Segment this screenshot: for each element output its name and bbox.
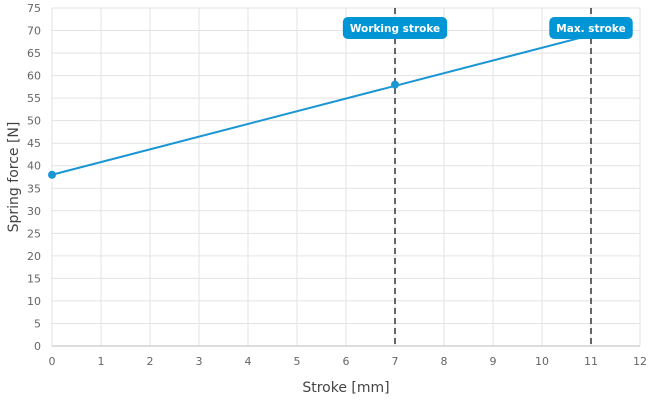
y-tick-label-4: 20 — [27, 250, 41, 263]
y-tick-label-3: 15 — [27, 272, 41, 285]
x-tick-label-0: 0 — [49, 355, 56, 368]
y-tick-label-6: 30 — [27, 205, 41, 218]
x-tick-label-3: 3 — [196, 355, 203, 368]
y-tick-label-15: 75 — [27, 2, 41, 15]
x-tick-label-2: 2 — [147, 355, 154, 368]
series-layer — [48, 34, 592, 179]
x-tick-label-7: 7 — [392, 355, 399, 368]
callout-0: Working stroke — [342, 17, 448, 39]
callout-label-0: Working stroke — [350, 23, 440, 35]
y-tick-label-2: 10 — [27, 295, 41, 308]
data-point-0 — [48, 170, 56, 179]
y-axis-title: Spring force [N] — [6, 122, 22, 233]
callout-label-1: Max. stroke — [556, 23, 625, 35]
x-tick-label-12: 12 — [633, 355, 647, 368]
x-tick-label-8: 8 — [441, 355, 448, 368]
y-tick-label-9: 45 — [27, 137, 41, 150]
x-tick-label-9: 9 — [490, 355, 497, 368]
y-tick-label-5: 25 — [27, 227, 41, 240]
callout-box-0 — [342, 17, 448, 39]
grid-lines — [51, 7, 641, 347]
series-line-0 — [51, 34, 592, 176]
data-point-1 — [391, 80, 399, 89]
callouts: Working stroke Max. stroke — [342, 17, 633, 39]
y-tick-label-1: 5 — [34, 317, 41, 330]
x-tick-label-11: 11 — [584, 355, 598, 368]
reference-lines — [394, 8, 592, 346]
y-tick-labels: 0 5 10 15 20 25 30 35 40 45 50 55 60 65 70 75 — [27, 2, 41, 353]
y-tick-label-7: 35 — [27, 182, 41, 195]
y-tick-label-12: 60 — [27, 70, 41, 83]
callout-box-1 — [549, 17, 633, 39]
y-tick-label-10: 50 — [27, 115, 41, 128]
x-tick-label-5: 5 — [294, 355, 301, 368]
callout-1: Max. stroke — [549, 17, 633, 39]
y-tick-label-0: 0 — [34, 340, 41, 353]
y-tick-label-11: 55 — [27, 92, 41, 105]
x-axis-title: Stroke [mm] — [302, 380, 389, 396]
y-tick-label-8: 40 — [27, 160, 41, 173]
x-tick-label-4: 4 — [245, 355, 252, 368]
x-tick-label-6: 6 — [343, 355, 350, 368]
x-tick-label-10: 10 — [535, 355, 549, 368]
x-tick-label-1: 1 — [98, 355, 105, 368]
y-tick-label-14: 70 — [27, 25, 41, 38]
x-tick-labels: 0 1 2 3 4 5 6 7 8 9 10 11 12 — [49, 355, 648, 368]
y-tick-label-13: 65 — [27, 47, 41, 60]
